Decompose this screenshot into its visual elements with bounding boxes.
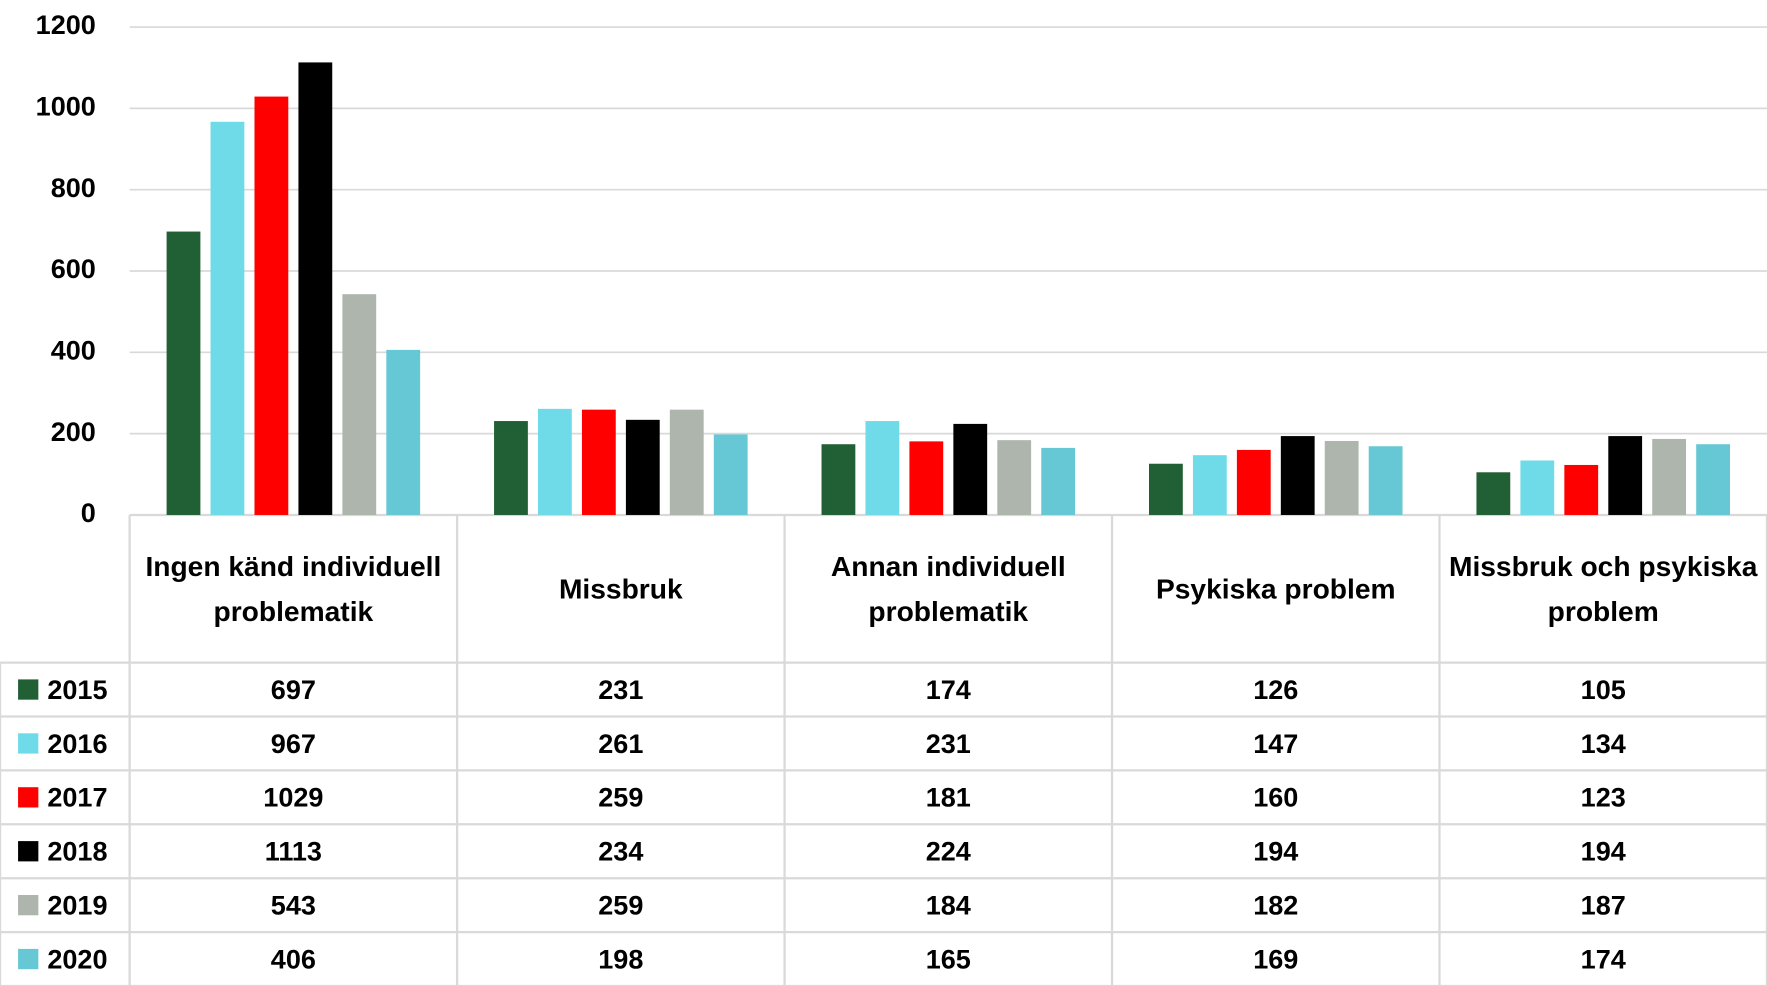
bar bbox=[581, 409, 616, 515]
bar bbox=[538, 408, 572, 515]
bar bbox=[1236, 449, 1271, 515]
table-value: 126 bbox=[1253, 675, 1298, 705]
bar bbox=[1696, 444, 1730, 515]
bar bbox=[1368, 446, 1403, 515]
table-value: 231 bbox=[926, 729, 971, 759]
bar bbox=[1476, 472, 1511, 515]
bar bbox=[1652, 438, 1687, 515]
table-value: 261 bbox=[598, 729, 643, 759]
legend-swatch bbox=[18, 679, 39, 700]
x-tick-label: Missbruk bbox=[558, 573, 683, 605]
bar bbox=[865, 421, 900, 515]
legend-label: 2019 bbox=[47, 891, 107, 921]
table-value: 194 bbox=[1253, 837, 1298, 867]
table-value: 194 bbox=[1581, 837, 1626, 867]
legend-swatch bbox=[18, 948, 39, 970]
category-cell: Missbruk bbox=[558, 573, 683, 605]
legend-label: 2018 bbox=[47, 837, 107, 867]
table-value: 147 bbox=[1253, 729, 1298, 759]
table-value: 1113 bbox=[265, 837, 322, 867]
table-value: 181 bbox=[926, 783, 971, 813]
table-value: 406 bbox=[271, 944, 316, 974]
bar bbox=[386, 349, 421, 515]
table-value: 198 bbox=[598, 944, 643, 974]
bar bbox=[166, 231, 201, 515]
legend-label: 2020 bbox=[47, 944, 107, 974]
category-cell: Ingen känd individuell problematik bbox=[145, 550, 442, 628]
bar bbox=[625, 419, 660, 515]
x-tick-label: Missbruk och psykiska problem bbox=[1448, 550, 1758, 628]
y-tick-label: 200 bbox=[51, 417, 96, 447]
table-value: 160 bbox=[1253, 783, 1298, 813]
table-value: 224 bbox=[926, 837, 971, 867]
table-value: 169 bbox=[1253, 944, 1298, 974]
y-tick-label: 1000 bbox=[36, 92, 96, 122]
y-tick-label: 1200 bbox=[36, 10, 96, 40]
legend-swatch bbox=[18, 733, 39, 754]
table-value: 231 bbox=[598, 675, 643, 705]
bar bbox=[953, 423, 988, 515]
bar bbox=[298, 62, 333, 515]
table-value: 184 bbox=[926, 891, 971, 921]
y-tick-label: 400 bbox=[51, 335, 96, 365]
bar bbox=[1280, 436, 1315, 515]
legend-swatch bbox=[18, 787, 39, 808]
table-value: 259 bbox=[598, 783, 643, 813]
y-tick-label: 0 bbox=[81, 498, 96, 528]
bar bbox=[821, 444, 856, 515]
bar bbox=[909, 441, 944, 515]
legend-swatch bbox=[18, 895, 39, 916]
table-value: 1029 bbox=[263, 783, 323, 813]
table-value: 105 bbox=[1581, 675, 1626, 705]
bar bbox=[1564, 464, 1599, 515]
x-tick-label: Psykiska problem bbox=[1155, 573, 1396, 605]
table-value: 697 bbox=[271, 675, 316, 705]
bar bbox=[1192, 455, 1227, 515]
bar bbox=[1608, 436, 1643, 515]
bar bbox=[342, 294, 377, 515]
legend-label: 2017 bbox=[47, 783, 107, 813]
category-cell: Psykiska problem bbox=[1155, 573, 1396, 605]
x-tick-label: Annan individuell problematik bbox=[830, 550, 1066, 628]
bar bbox=[1041, 447, 1076, 515]
bar bbox=[254, 96, 289, 515]
category-cell: Annan individuell problematik bbox=[830, 550, 1066, 628]
table-value: 174 bbox=[1581, 944, 1626, 974]
bar bbox=[713, 434, 748, 515]
y-tick-label: 600 bbox=[51, 254, 96, 284]
bar bbox=[997, 440, 1032, 515]
table-value: 543 bbox=[271, 891, 316, 921]
table-value: 259 bbox=[598, 891, 643, 921]
table-value: 182 bbox=[1253, 891, 1298, 921]
bar bbox=[1520, 460, 1555, 515]
legend-label: 2015 bbox=[47, 675, 107, 705]
bar bbox=[210, 121, 245, 515]
table-value: 187 bbox=[1581, 891, 1626, 921]
legend-swatch bbox=[18, 841, 39, 862]
bar bbox=[1148, 463, 1183, 515]
category-cell: Missbruk och psykiska problem bbox=[1448, 550, 1758, 628]
table-value: 123 bbox=[1581, 783, 1626, 813]
table-value: 165 bbox=[926, 944, 971, 974]
bar bbox=[669, 409, 704, 515]
x-tick-label: Ingen känd individuell problematik bbox=[145, 550, 442, 628]
legend-label: 2016 bbox=[47, 729, 107, 759]
table-value: 134 bbox=[1581, 729, 1626, 759]
table-value: 234 bbox=[598, 837, 643, 867]
table-value: 174 bbox=[926, 675, 971, 705]
table-value: 967 bbox=[271, 729, 316, 759]
y-tick-label: 800 bbox=[51, 173, 96, 203]
bar bbox=[1324, 440, 1359, 515]
bar bbox=[494, 421, 528, 515]
